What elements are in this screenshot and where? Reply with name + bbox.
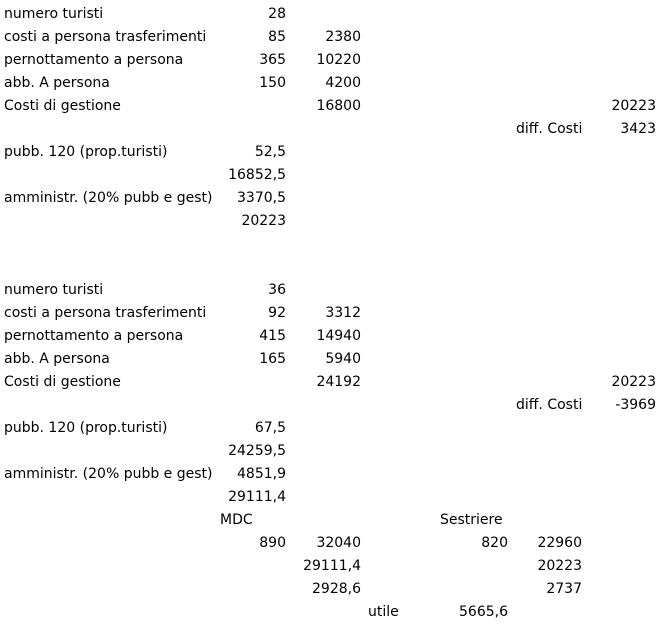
b2-label-costi-gestione: Costi di gestione [4,374,121,390]
utile-value: 5665,6 [459,604,508,620]
b1-abb-unit: 150 [259,75,286,91]
sestriere-value-f2: 20223 [537,558,582,574]
b1-numero-turisti-value: 28 [268,6,286,22]
b2-reference-total: 20223 [611,374,656,390]
b1-reference-total: 20223 [611,98,656,114]
b2-label-numero-turisti: numero turisti [4,282,104,298]
b2-pubb-value: 67,5 [254,420,286,436]
mdc-value-c3: 2928,6 [312,581,361,597]
b1-label-trasferimenti: costi a persona trasferimenti [4,29,207,45]
b1-label-pubb: pubb. 120 (prop.turisti) [4,144,168,160]
b1-label-numero-turisti: numero turisti [4,6,104,22]
b1-trasferimenti-total: 2380 [325,29,361,45]
mdc-value-c2: 29111,4 [303,558,361,574]
b2-trasferimenti-unit: 92 [268,305,286,321]
b1-abb-total: 4200 [325,75,361,91]
mdc-header: MDC [220,512,253,528]
sestriere-value-f: 22960 [537,535,582,551]
sestriere-value-f3: 2737 [546,581,582,597]
b2-label-trasferimenti: costi a persona trasferimenti [4,305,207,321]
b1-diff-costi-value: 3423 [620,121,656,137]
b1-total: 20223 [241,213,286,229]
b1-label-abb: abb. A persona [4,75,110,91]
mdc-value-c: 32040 [316,535,361,551]
b2-label-abb: abb. A persona [4,351,110,367]
b1-pernottamento-unit: 365 [259,52,286,68]
b2-amministr-value: 4851,9 [237,466,286,482]
b1-label-pernottamento: pernottamento a persona [4,52,184,68]
b2-trasferimenti-total: 3312 [325,305,361,321]
b2-label-amministr: amministr. (20% pubb e gest) [4,466,213,482]
b1-amministr-value: 3370,5 [237,190,286,206]
b2-abb-total: 5940 [325,351,361,367]
sestriere-value-e: 820 [481,535,508,551]
b1-trasferimenti-unit: 85 [268,29,286,45]
b2-costi-gestione-value: 24192 [316,374,361,390]
b2-subtotal: 24259,5 [228,443,286,459]
b2-abb-unit: 165 [259,351,286,367]
b2-pernottamento-unit: 415 [259,328,286,344]
b1-costi-gestione-value: 16800 [316,98,361,114]
b2-diff-costi-value: -3969 [615,397,656,413]
mdc-value-b: 890 [259,535,286,551]
utile-label: utile [368,604,399,620]
b2-label-diff-costi: diff. Costi [516,397,583,413]
sestriere-header: Sestriere [440,512,503,528]
b1-label-amministr: amministr. (20% pubb e gest) [4,190,213,206]
b1-label-diff-costi: diff. Costi [516,121,583,137]
b1-pubb-value: 52,5 [254,144,286,160]
b2-numero-turisti-value: 36 [268,282,286,298]
b1-subtotal: 16852,5 [228,167,286,183]
b2-label-pernottamento: pernottamento a persona [4,328,184,344]
b2-label-pubb: pubb. 120 (prop.turisti) [4,420,168,436]
b2-total: 29111,4 [228,489,286,505]
b1-label-costi-gestione: Costi di gestione [4,98,121,114]
b2-pernottamento-total: 14940 [316,328,361,344]
b1-pernottamento-total: 10220 [316,52,361,68]
